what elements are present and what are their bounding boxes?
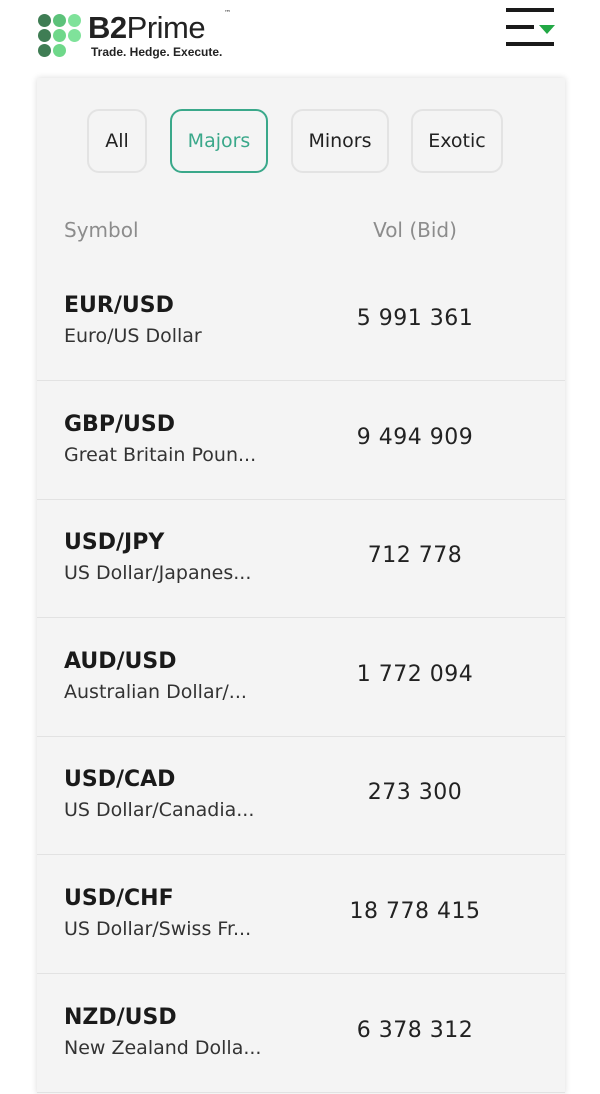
symbol: AUD/USD: [64, 648, 177, 674]
volume-bid: 1 772 094: [356, 661, 474, 687]
instrument-name: US Dollar/Japanes...: [64, 562, 252, 585]
table-row[interactable]: NZD/USD New Zealand Dolla... 6 378 312: [37, 974, 565, 1093]
brand-name: B2Prime: [88, 10, 206, 45]
table-row[interactable]: USD/CHF US Dollar/Swiss Fr... 18 778 415: [37, 855, 565, 974]
volume-bid: 9 494 909: [356, 424, 474, 450]
symbol: EUR/USD: [64, 293, 174, 318]
instruments-card: All Majors Minors Exotic Symbol Vol (Bid…: [37, 78, 565, 1094]
logo-dots-icon: [38, 14, 82, 58]
volume-bid: 273 300: [367, 780, 463, 806]
instrument-name: US Dollar/Canadia...: [64, 799, 255, 822]
table-row[interactable]: AUD/USD Australian Dollar/... 1 772 094: [37, 618, 565, 737]
header: B2Prime ™ Trade. Hedge. Execute.: [0, 0, 600, 78]
column-header-symbol: Symbol: [64, 218, 139, 242]
menu-button[interactable]: [506, 8, 555, 48]
symbol: USD/JPY: [64, 530, 165, 556]
logo[interactable]: B2Prime ™ Trade. Hedge. Execute.: [38, 9, 238, 62]
symbol: NZD/USD: [64, 1004, 177, 1030]
volume-bid: 6 378 312: [356, 1017, 474, 1043]
symbol: USD/CHF: [64, 886, 174, 911]
dropdown-triangle-icon: [539, 25, 555, 34]
tab-exotic[interactable]: Exotic: [411, 109, 503, 173]
table-row[interactable]: GBP/USD Great Britain Poun... 9 494 909: [37, 381, 565, 500]
volume-bid: 18 778 415: [349, 899, 481, 924]
instrument-name: US Dollar/Swiss Fr...: [64, 918, 252, 940]
symbol: USD/CAD: [64, 767, 176, 793]
instrument-name: Great Britain Poun...: [64, 443, 257, 466]
tab-minors[interactable]: Minors: [291, 109, 389, 173]
tab-majors[interactable]: Majors: [170, 109, 268, 173]
table-row[interactable]: USD/CAD US Dollar/Canadia... 273 300: [37, 736, 565, 856]
tab-all[interactable]: All: [87, 109, 147, 173]
instrument-name: New Zealand Dolla...: [64, 1036, 262, 1059]
table-row[interactable]: EUR/USD Euro/US Dollar 5 991 361: [37, 262, 565, 381]
instrument-name: Australian Dollar/...: [64, 680, 247, 703]
tagline: Trade. Hedge. Execute.: [91, 45, 223, 59]
instrument-name: Euro/US Dollar: [64, 325, 202, 347]
trademark: ™: [224, 9, 231, 17]
volume-bid: 712 778: [367, 543, 463, 569]
table-row[interactable]: USD/JPY US Dollar/Japanes... 712 778: [37, 499, 565, 619]
symbol: GBP/USD: [64, 411, 175, 437]
volume-bid: 5 991 361: [356, 306, 474, 331]
category-tabs: All Majors Minors Exotic: [37, 109, 565, 173]
column-header-vol: Vol (Bid): [373, 218, 457, 242]
